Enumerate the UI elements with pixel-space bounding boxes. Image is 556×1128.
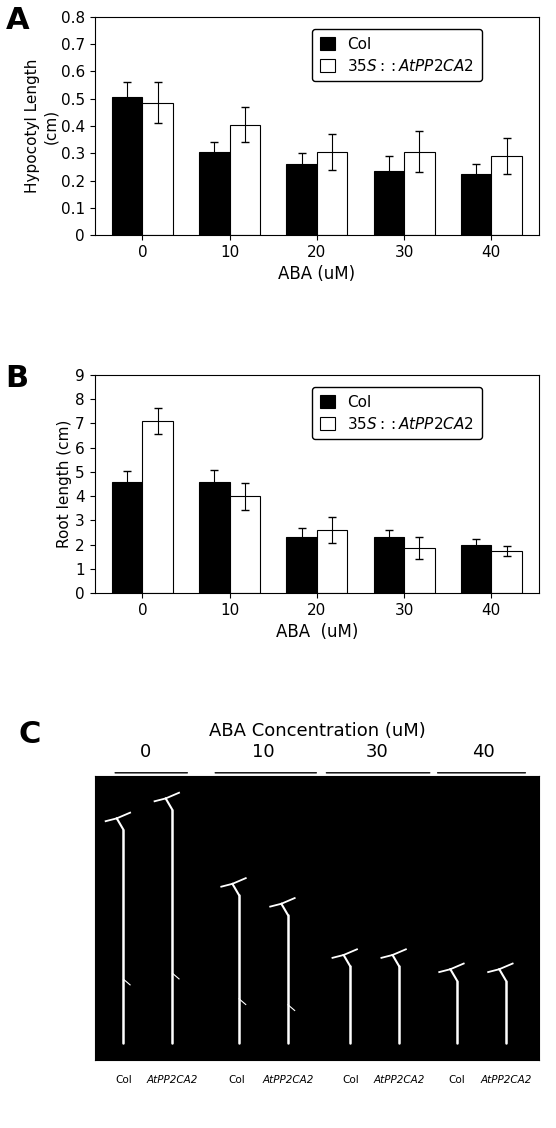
Text: Col: Col xyxy=(449,1075,465,1084)
Bar xyxy=(461,174,492,235)
X-axis label: ABA  (uM): ABA (uM) xyxy=(276,624,358,642)
Bar xyxy=(374,537,404,593)
Text: AtPP2CA2: AtPP2CA2 xyxy=(374,1075,425,1084)
Text: AtPP2CA2: AtPP2CA2 xyxy=(262,1075,314,1084)
Y-axis label: Root length (cm): Root length (cm) xyxy=(57,420,72,548)
Text: AtPP2CA2: AtPP2CA2 xyxy=(480,1075,532,1084)
Bar xyxy=(230,496,260,593)
Bar xyxy=(112,482,142,593)
Text: ABA Concentration (uM): ABA Concentration (uM) xyxy=(208,723,425,740)
Text: A: A xyxy=(6,6,29,35)
Bar xyxy=(142,421,173,593)
Text: 10: 10 xyxy=(252,743,275,761)
Text: 0: 0 xyxy=(140,743,151,761)
Bar xyxy=(286,537,317,593)
Text: B: B xyxy=(6,364,29,394)
Bar xyxy=(404,548,435,593)
Bar xyxy=(286,165,317,235)
Text: AtPP2CA2: AtPP2CA2 xyxy=(147,1075,198,1084)
Text: 30: 30 xyxy=(366,743,388,761)
Y-axis label: Hypocotyl Length
(cm): Hypocotyl Length (cm) xyxy=(26,59,58,193)
Bar xyxy=(230,124,260,235)
Text: Col: Col xyxy=(115,1075,132,1084)
X-axis label: ABA (uM): ABA (uM) xyxy=(279,265,355,283)
Text: C: C xyxy=(19,721,41,749)
Text: 40: 40 xyxy=(473,743,495,761)
Bar xyxy=(374,171,404,235)
Bar xyxy=(492,156,522,235)
Bar xyxy=(404,152,435,235)
Bar xyxy=(112,97,142,235)
Text: Col: Col xyxy=(229,1075,245,1084)
Bar xyxy=(142,103,173,235)
Bar xyxy=(317,152,348,235)
Bar xyxy=(461,545,492,593)
Bar xyxy=(492,550,522,593)
Legend: Col, $35S::AtPP2CA2$: Col, $35S::AtPP2CA2$ xyxy=(312,29,482,81)
Bar xyxy=(199,482,230,593)
Bar xyxy=(317,530,348,593)
Legend: Col, $35S::AtPP2CA2$: Col, $35S::AtPP2CA2$ xyxy=(312,387,482,440)
Bar xyxy=(199,152,230,235)
Text: Col: Col xyxy=(342,1075,359,1084)
